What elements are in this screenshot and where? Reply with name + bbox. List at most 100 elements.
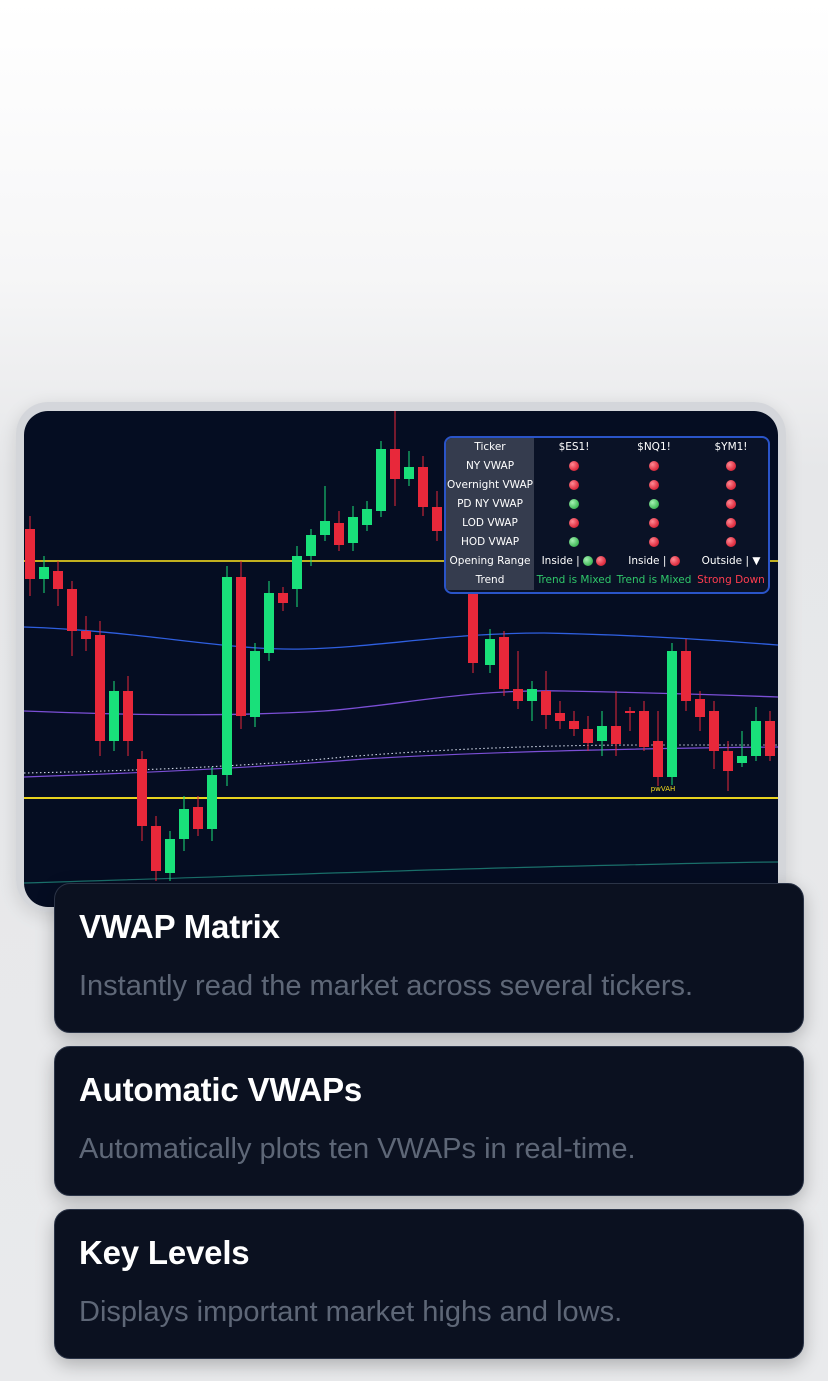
level-label-pwvah: pwVAH: [651, 785, 676, 793]
candle-body: [123, 691, 133, 741]
status-dot-icon: [649, 518, 659, 528]
candle-up: [109, 681, 119, 751]
candle-down: [499, 631, 509, 696]
matrix-header-ym1: $YM1!: [714, 441, 748, 453]
status-dot-cell: [614, 476, 694, 495]
vwap-line-teal: [24, 861, 778, 884]
status-dot-icon: [569, 480, 579, 490]
candle-down: [236, 561, 246, 729]
candle-body: [292, 556, 302, 589]
candle-body: [250, 651, 260, 717]
status-dot-icon: [596, 556, 607, 566]
candle-up: [362, 501, 372, 531]
candle-body: [611, 726, 621, 744]
chart-screenshot: pwVAH Ticker $ES1! $NQ1! $YM1! NY VWAP O…: [24, 411, 778, 907]
feature-card-vwap-matrix: VWAP Matrix Instantly read the market ac…: [54, 883, 804, 1033]
matrix-row-trend: Trend Trend is Mixed Trend is Mixed Stro…: [446, 571, 768, 590]
candle-body: [320, 521, 330, 535]
status-dot-icon: [726, 480, 736, 490]
candle-body: [625, 711, 635, 713]
matrix-row-label: Opening Range: [446, 552, 534, 571]
candle-down: [95, 621, 105, 756]
candle-body: [695, 699, 705, 717]
candle-down: [681, 639, 691, 711]
candle-up: [737, 731, 747, 767]
candle-down: [468, 581, 478, 673]
candle-body: [639, 711, 649, 747]
candle-down: [193, 796, 203, 836]
candle-body: [193, 807, 203, 829]
candle-body: [404, 467, 414, 479]
candle-body: [583, 729, 593, 743]
status-dot-icon: [569, 461, 579, 471]
status-dot-cell: [534, 476, 614, 495]
candle-down: [432, 491, 442, 541]
candle-body: [737, 756, 747, 763]
candle-down: [151, 816, 161, 881]
candle-down: [123, 676, 133, 756]
candle-up: [751, 707, 761, 761]
matrix-row-label: PD NY VWAP: [446, 495, 534, 514]
candle-body: [236, 577, 246, 716]
status-dot-cell: [614, 514, 694, 533]
matrix-row-opening-range: Opening Range Inside | Inside | Outside …: [446, 552, 768, 571]
status-dot-icon: [649, 537, 659, 547]
candle-body: [569, 721, 579, 729]
matrix-row-label: HOD VWAP: [446, 533, 534, 552]
candle-up: [320, 486, 330, 541]
matrix-row: Overnight VWAP: [446, 476, 768, 495]
candle-down: [695, 691, 705, 731]
candle-up: [485, 629, 495, 673]
status-dot-icon: [726, 537, 736, 547]
matrix-header-ticker: Ticker: [446, 438, 534, 457]
status-dot-cell: [694, 533, 768, 552]
feature-title: Key Levels: [79, 1234, 250, 1271]
matrix-row: NY VWAP: [446, 457, 768, 476]
feature-card-key-levels: Key Levels Displays important market hig…: [54, 1209, 804, 1359]
candle-body: [207, 775, 217, 829]
candle-up: [165, 831, 175, 881]
candle-up: [376, 441, 386, 517]
vwap-line-purple: [24, 690, 778, 716]
candle-up: [527, 681, 537, 721]
candle-down: [390, 411, 400, 506]
candle-up: [667, 643, 677, 785]
matrix-header-es1: $ES1!: [558, 441, 590, 453]
candle-body: [151, 826, 161, 871]
candle-body: [109, 691, 119, 741]
matrix-header-row: Ticker $ES1! $NQ1! $YM1!: [446, 438, 768, 457]
candle-body: [376, 449, 386, 511]
matrix-row-label: Trend: [446, 571, 534, 590]
candle-body: [165, 839, 175, 873]
status-dot-icon: [569, 499, 579, 509]
status-dot-icon: [669, 556, 680, 566]
candle-up: [179, 796, 189, 851]
candle-down: [625, 707, 635, 731]
candle-body: [81, 631, 91, 639]
status-dot-icon: [569, 518, 579, 528]
candle-up: [348, 506, 358, 551]
status-dot-cell: [534, 457, 614, 476]
status-dot-icon: [726, 518, 736, 528]
feature-description: Instantly read the market across several…: [79, 970, 694, 1002]
feature-card-automatic-vwaps: Automatic VWAPs Automatically plots ten …: [54, 1046, 804, 1196]
matrix-row-label: Overnight VWAP: [446, 476, 534, 495]
trend-value: Strong Down: [697, 574, 765, 586]
candle-body: [541, 691, 551, 715]
candle-down: [81, 616, 91, 651]
status-dot-icon: [726, 461, 736, 471]
candle-body: [485, 639, 495, 665]
status-dot-cell: [614, 457, 694, 476]
candle-body: [95, 635, 105, 741]
candle-down: [653, 711, 663, 786]
candle-down: [611, 691, 621, 756]
candle-up: [292, 546, 302, 607]
candle-down: [334, 511, 344, 551]
candle-up: [250, 643, 260, 727]
candle-body: [179, 809, 189, 839]
feature-description: Automatically plots ten VWAPs in real-ti…: [79, 1133, 636, 1165]
matrix-header-nq1: $NQ1!: [637, 441, 671, 453]
status-dot-cell: [534, 514, 614, 533]
candle-down: [709, 701, 719, 769]
candle-body: [418, 467, 428, 507]
